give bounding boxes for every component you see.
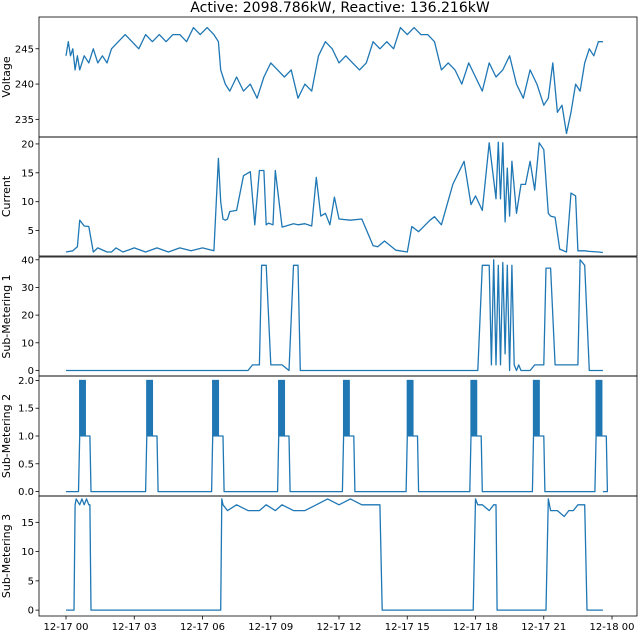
plot-frame <box>38 495 638 617</box>
y-tick-label: 0.0 <box>18 487 34 498</box>
chart-title: Active: 2098.786kW, Reactive: 136.216kW <box>190 0 490 16</box>
y-tick-label: 20 <box>21 139 34 150</box>
y-tick-label: 5 <box>28 576 34 587</box>
y-tick-label: 5 <box>28 226 34 237</box>
y-tick-label: 0 <box>28 606 34 617</box>
x-tick-label: 12-17 15 <box>385 622 430 631</box>
y-axis-label: Sub-Metering 2 <box>0 394 13 478</box>
y-axis-label: Sub-Metering 1 <box>0 274 13 358</box>
panel-sub-metering-1: 0 10 20 30 40 Sub-Metering 1 <box>0 255 638 377</box>
plot-frame <box>38 375 638 497</box>
x-tick-label: 12-17 21 <box>521 622 566 631</box>
y-tick-label: 1.5 <box>18 404 34 415</box>
series-line <box>65 26 603 135</box>
series-line <box>66 259 603 372</box>
y-tick-label: 10 <box>21 197 34 208</box>
y-tick-label: 20 <box>21 311 34 322</box>
y-tick-label: 0 <box>28 366 34 377</box>
y-tick-label: 245 <box>15 44 34 55</box>
y-tick-label: 0.5 <box>18 459 34 470</box>
panel-sub-metering-2: 0.0 0.5 1.0 1.5 2.0 Sub-Metering 2 <box>0 375 638 498</box>
y-axis-label: Sub-Metering 3 <box>0 514 13 598</box>
x-tick-label: 12-17 06 <box>180 622 225 631</box>
x-tick-label: 12-17 00 <box>44 622 89 631</box>
plot-frame <box>38 16 638 138</box>
series-line <box>65 141 603 254</box>
y-tick-label: 1.0 <box>18 432 34 443</box>
x-tick-label: 12-17 09 <box>248 622 293 631</box>
y-tick-label: 30 <box>21 283 34 294</box>
x-tick-label: 12-17 03 <box>112 622 157 631</box>
y-tick-label: 10 <box>21 547 34 558</box>
plot-frame <box>38 256 638 377</box>
y-tick-label: 40 <box>21 255 34 266</box>
y-axis-label: Voltage <box>0 56 13 97</box>
y-tick-label: 235 <box>15 115 34 126</box>
x-tick-label: 12-17 12 <box>317 622 362 631</box>
panel-sub-metering-3: 0 5 10 15 Sub-Metering 3 <box>0 495 638 617</box>
series-line <box>66 379 609 493</box>
x-tick-label: 12-17 18 <box>453 622 498 631</box>
y-axis-label: Current <box>0 175 13 217</box>
y-tick-label: 2.0 <box>18 376 34 387</box>
y-tick-label: 10 <box>21 338 34 349</box>
series-line <box>66 498 603 611</box>
y-tick-label: 15 <box>21 168 34 179</box>
panel-current: 5 10 15 20 Current <box>0 136 638 257</box>
x-axis: 12-17 00 12-17 03 12-17 06 12-17 09 12-17 12… <box>44 616 635 631</box>
x-tick-label: 12-18 00 <box>590 622 635 631</box>
y-tick-label: 15 <box>21 518 34 529</box>
y-tick-label: 240 <box>15 80 34 91</box>
plot-frame <box>38 136 638 257</box>
